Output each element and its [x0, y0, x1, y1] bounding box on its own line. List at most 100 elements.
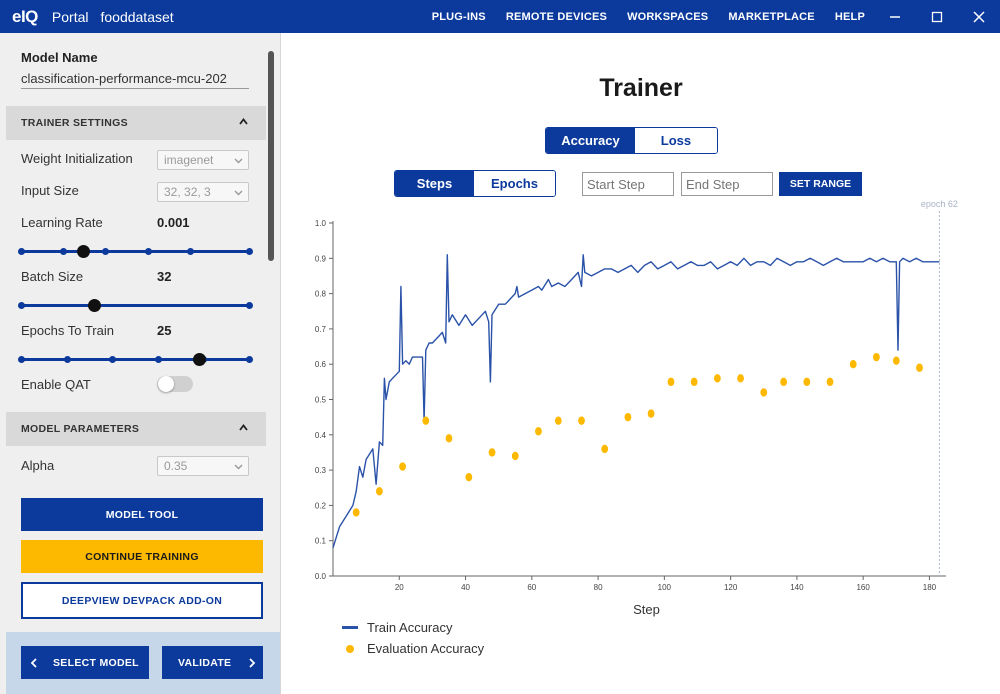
- start-step-input[interactable]: [582, 172, 674, 196]
- continue-training-button[interactable]: CONTINUE TRAINING: [21, 540, 263, 573]
- chevron-down-icon: [234, 158, 243, 164]
- x-tick-label: 20: [395, 583, 404, 592]
- metric-tabs: Accuracy Loss: [545, 127, 718, 154]
- batch-size-value: 32: [157, 269, 172, 284]
- eval-accuracy-point: [488, 448, 496, 457]
- slider-track: [21, 304, 249, 307]
- slider-tick: [18, 356, 25, 363]
- model-parameters-header[interactable]: MODEL PARAMETERS: [6, 412, 266, 446]
- eval-accuracy-point: [445, 434, 453, 443]
- end-step-input[interactable]: [681, 172, 773, 196]
- weight-init-select[interactable]: imagenet: [157, 150, 249, 170]
- chevron-right-icon: [249, 657, 256, 668]
- eval-accuracy-point: [916, 363, 923, 372]
- slider-thumb[interactable]: [87, 299, 101, 312]
- model-tool-button[interactable]: MODEL TOOL: [21, 498, 263, 531]
- nav-help[interactable]: HELP: [834, 10, 865, 23]
- validate-button[interactable]: VALIDATE: [162, 646, 263, 679]
- maximize-icon[interactable]: [916, 0, 958, 33]
- slider-tick: [246, 248, 253, 255]
- slider-thumb[interactable]: [76, 245, 90, 258]
- legend-train: Train Accuracy: [342, 620, 453, 635]
- tab-steps[interactable]: Steps: [395, 171, 475, 196]
- x-tick-label: 160: [856, 583, 870, 592]
- close-icon[interactable]: [958, 0, 1000, 33]
- x-axis-title: Step: [633, 602, 660, 617]
- top-nav: PLUG-INS REMOTE DEVICES WORKSPACES MARKE…: [432, 0, 865, 33]
- tab-loss[interactable]: Loss: [634, 128, 717, 153]
- dataset-name: fooddataset: [100, 8, 174, 25]
- input-size-label: Input Size: [21, 183, 79, 198]
- page-title: Trainer: [599, 74, 683, 102]
- set-range-button[interactable]: SET RANGE: [779, 172, 862, 196]
- y-tick-label: 0.1: [315, 537, 327, 546]
- main-content: Trainer Accuracy Loss Steps Epochs SET R…: [282, 33, 1000, 694]
- x-tick-label: 80: [594, 583, 603, 592]
- eval-accuracy-point: [849, 360, 857, 369]
- tab-epochs[interactable]: Epochs: [474, 171, 555, 196]
- model-parameters-title: MODEL PARAMETERS: [21, 423, 140, 435]
- eval-accuracy-point: [737, 374, 744, 383]
- train-accuracy-line: [332, 254, 940, 549]
- epochs-slider[interactable]: [18, 352, 253, 366]
- tab-accuracy[interactable]: Accuracy: [546, 128, 635, 153]
- slider-tick: [63, 356, 71, 363]
- model-name-input[interactable]: [21, 69, 249, 89]
- eval-accuracy-point: [780, 377, 788, 387]
- eval-accuracy-point: [554, 416, 562, 425]
- legend-train-label: Train Accuracy: [367, 620, 453, 635]
- nav-remote-devices[interactable]: REMOTE DEVICES: [505, 10, 608, 23]
- eval-accuracy-point: [690, 377, 698, 387]
- slider-tick: [18, 302, 25, 309]
- epochs-label: Epochs To Train: [21, 323, 114, 338]
- nav-marketplace[interactable]: MARKETPLACE: [728, 10, 815, 23]
- enable-qat-toggle[interactable]: [157, 376, 193, 392]
- trainer-settings-header[interactable]: TRAINER SETTINGS: [6, 106, 266, 140]
- nav-workspaces[interactable]: WORKSPACES: [627, 10, 709, 23]
- eval-accuracy-point: [399, 462, 406, 471]
- toggle-knob: [158, 376, 174, 392]
- sidebar: Model Name TRAINER SETTINGS Weight Initi…: [0, 33, 281, 694]
- input-size-select[interactable]: 32, 32, 3: [157, 182, 249, 202]
- batch-size-label: Batch Size: [21, 269, 84, 284]
- eval-accuracy-point: [803, 377, 811, 387]
- app-logo: eIQ: [12, 6, 38, 26]
- chevron-down-icon: [234, 464, 243, 470]
- y-tick-label: 0.8: [315, 290, 327, 299]
- learning-rate-slider[interactable]: [18, 244, 253, 258]
- nav-plugins[interactable]: PLUG-INS: [431, 10, 486, 23]
- alpha-select[interactable]: 0.35: [157, 456, 249, 476]
- alpha-label: Alpha: [21, 458, 55, 473]
- eval-accuracy-point: [465, 472, 473, 482]
- x-tick-label: 120: [724, 583, 738, 592]
- alpha-value: 0.35: [164, 459, 188, 473]
- window-controls: [874, 0, 1000, 33]
- deepview-devpack-button[interactable]: DEEPVIEW DEVPACK ADD-ON: [21, 582, 263, 619]
- validate-label: VALIDATE: [178, 656, 232, 669]
- select-model-label: SELECT MODEL: [53, 656, 139, 669]
- slider-track: [21, 250, 249, 253]
- axis-tabs: Steps Epochs: [394, 170, 556, 197]
- slider-thumb[interactable]: [192, 353, 206, 366]
- slider-tick: [109, 356, 117, 363]
- x-tick-label: 100: [658, 583, 672, 592]
- eval-accuracy-point: [422, 416, 430, 425]
- eval-accuracy-point: [535, 427, 542, 436]
- eval-accuracy-point: [713, 374, 721, 383]
- batch-size-slider[interactable]: [18, 298, 253, 312]
- x-tick-label: 60: [527, 583, 536, 592]
- eval-accuracy-point: [667, 377, 675, 387]
- minimize-icon[interactable]: [874, 0, 916, 33]
- legend-dot-swatch: [346, 644, 354, 653]
- sidebar-scrollbar[interactable]: [268, 51, 274, 261]
- slider-tick: [154, 356, 162, 363]
- input-size-value: 32, 32, 3: [164, 185, 211, 199]
- weight-init-label: Weight Initialization: [21, 151, 133, 166]
- slider-tick: [144, 248, 152, 255]
- y-tick-label: 1.0: [315, 219, 327, 228]
- slider-tick: [102, 248, 110, 255]
- model-name-label: Model Name: [21, 50, 98, 65]
- title-bar: eIQ Portal fooddataset PLUG-INS REMOTE D…: [0, 0, 1000, 33]
- eval-accuracy-point: [352, 508, 360, 517]
- select-model-button[interactable]: SELECT MODEL: [21, 646, 149, 679]
